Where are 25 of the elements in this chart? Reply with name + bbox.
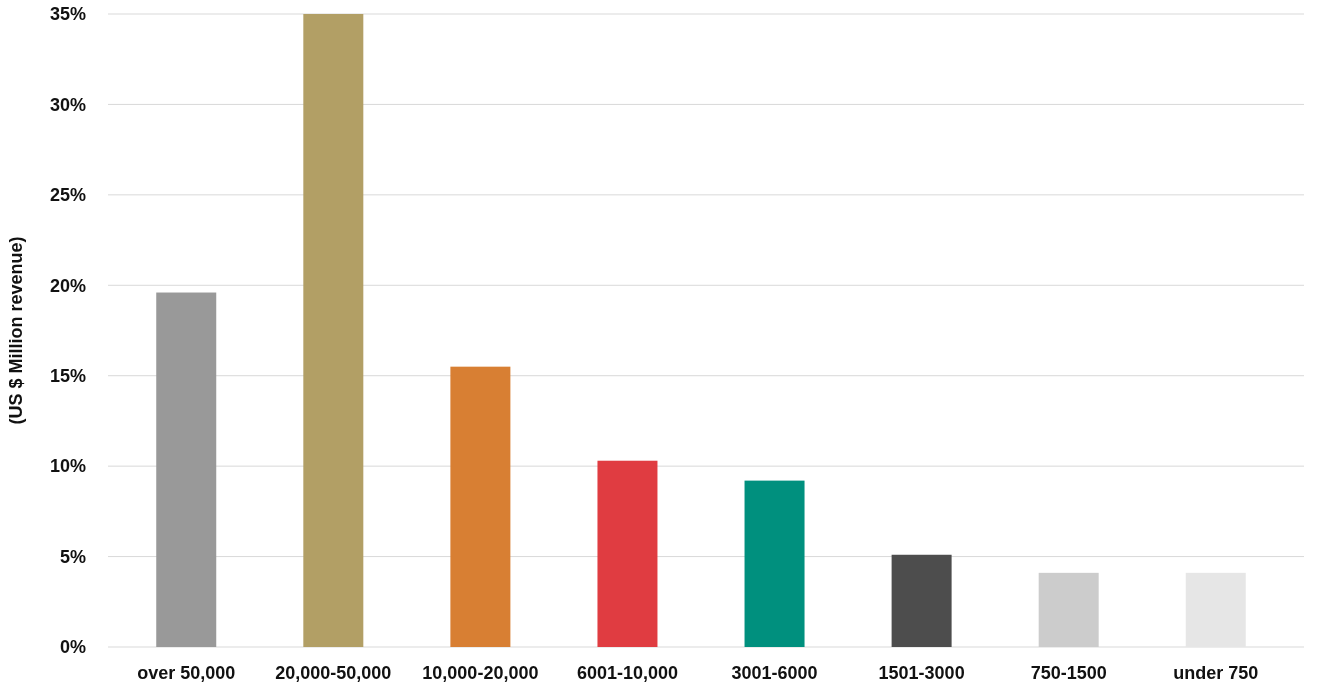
- bar: [450, 366, 511, 647]
- x-tick-label: 20,000-50,000: [275, 663, 392, 683]
- x-tick-label: 750-1500: [1030, 663, 1107, 683]
- y-tick-label: 20%: [49, 275, 86, 296]
- x-tick-label: under 750: [1173, 663, 1259, 683]
- x-tick-label: 10,000-20,000: [422, 663, 539, 683]
- x-tick-label: 1501-3000: [878, 663, 965, 683]
- y-tick-label: 10%: [49, 456, 86, 477]
- x-tick-label: 6001-10,000: [576, 663, 679, 683]
- y-tick-label: 35%: [49, 4, 86, 25]
- bar: [303, 14, 364, 647]
- bar: [1185, 572, 1246, 647]
- x-tick-label: 3001-6000: [731, 663, 818, 683]
- bar: [156, 292, 217, 647]
- y-tick-label: 25%: [49, 185, 86, 206]
- bar: [891, 554, 952, 647]
- y-axis-title: (US $ Million revenue): [6, 236, 26, 425]
- y-tick-label: 5%: [59, 546, 86, 567]
- bar: [597, 460, 658, 647]
- bar: [1038, 572, 1099, 647]
- y-tick-label: 30%: [49, 94, 86, 115]
- y-tick-label: 15%: [49, 366, 86, 387]
- y-tick-label: 0%: [59, 637, 86, 658]
- bar: [744, 480, 805, 647]
- x-tick-label: over 50,000: [137, 663, 236, 683]
